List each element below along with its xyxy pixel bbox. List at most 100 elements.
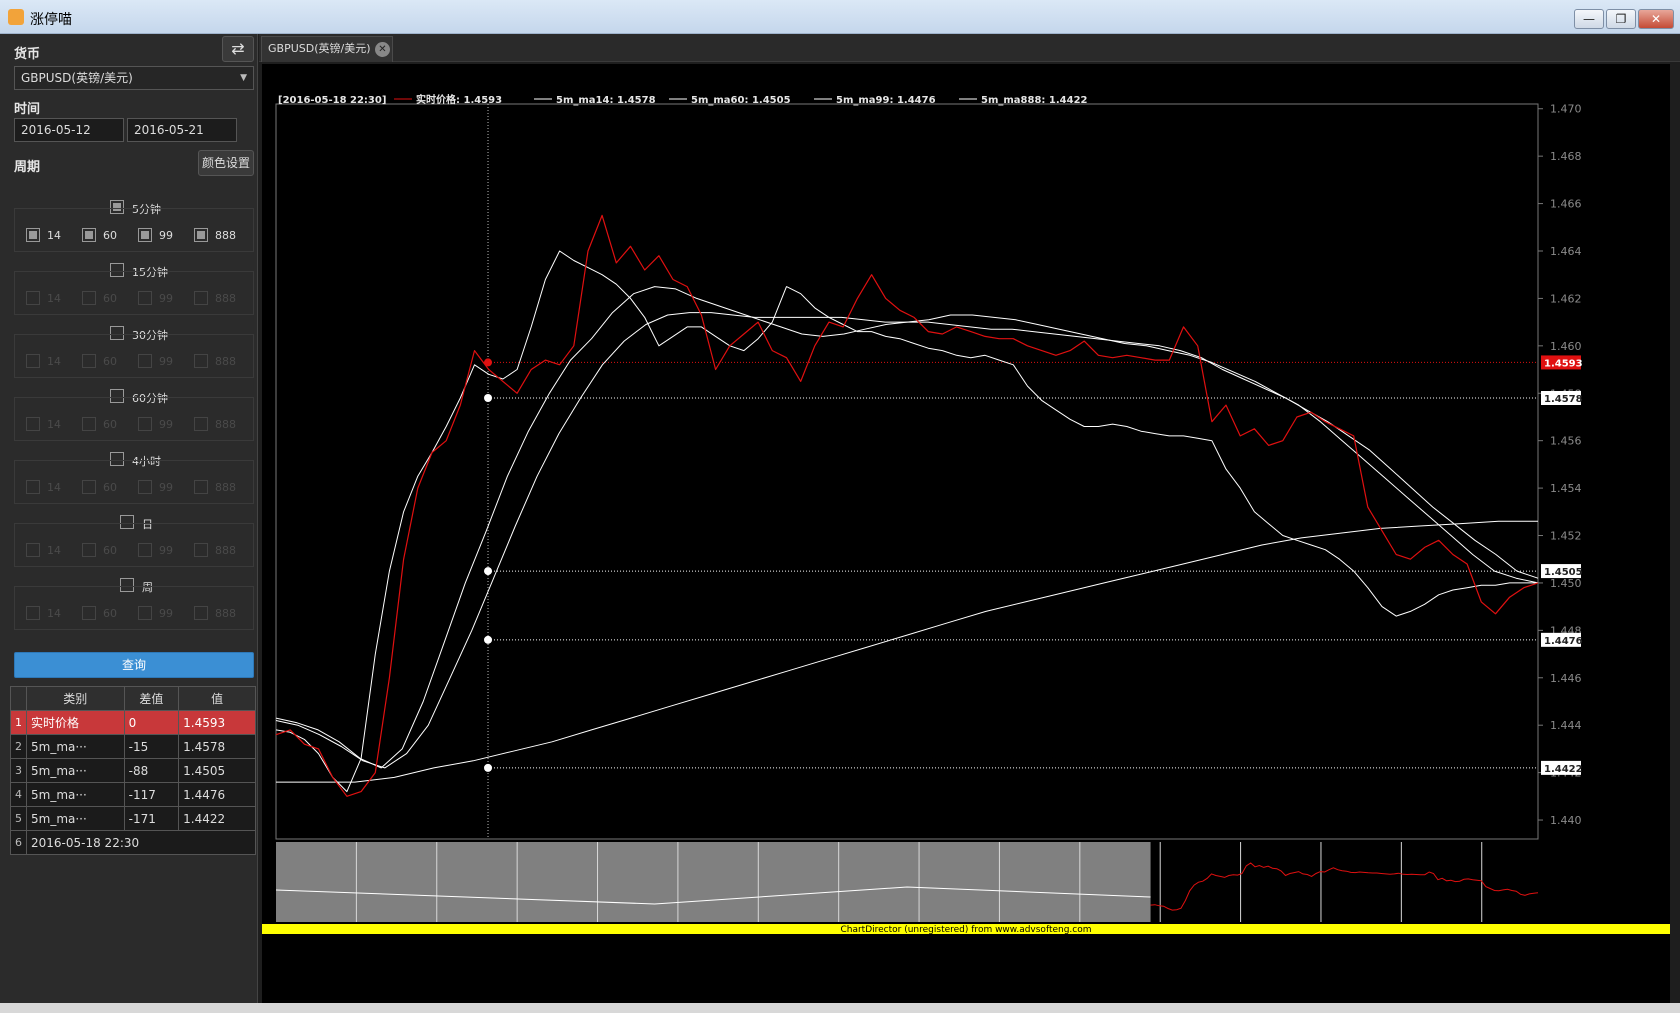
- diff-cell: -88: [123, 758, 180, 783]
- period-group-box: [14, 334, 254, 378]
- period-group-header: 日: [0, 515, 258, 531]
- table-row[interactable]: 3 5m_ma··· -88 1.4505: [10, 758, 256, 783]
- price-chart[interactable]: 1.4701.4681.4661.4641.4621.4601.4581.456…: [262, 64, 1670, 1004]
- legend-entry: 5m_ma14: 1.4578: [556, 95, 656, 106]
- category-cell: 实时价格: [26, 710, 125, 735]
- ma-label: 99: [159, 544, 173, 557]
- currency-select-value: GBPUSD(英镑/美元): [21, 71, 133, 85]
- start-date-field[interactable]: 2016-05-12: [14, 118, 124, 142]
- value-marker: [484, 635, 493, 644]
- ma-checkbox[interactable]: [82, 480, 96, 494]
- period-title: 5分钟: [132, 203, 161, 216]
- ma-checkbox[interactable]: [138, 480, 152, 494]
- table-row-time[interactable]: 6 2016-05-18 22:30: [10, 830, 256, 855]
- y-tick-label: 1.452: [1550, 530, 1582, 543]
- status-strip: [0, 1003, 1680, 1013]
- table-row[interactable]: 4 5m_ma··· -117 1.4476: [10, 782, 256, 807]
- legend-entry: 5m_ma888: 1.4422: [981, 95, 1088, 106]
- ma-label: 60: [103, 607, 117, 620]
- period-group-box: [14, 460, 254, 504]
- ma-checkbox[interactable]: [26, 354, 40, 368]
- ma-checkbox[interactable]: [194, 291, 208, 305]
- period-checkbox[interactable]: [110, 200, 124, 214]
- ma-checkbox[interactable]: [26, 228, 40, 242]
- ma-checkbox[interactable]: [82, 291, 96, 305]
- value-cell: 1.4578: [178, 734, 256, 759]
- ma-checkbox[interactable]: [26, 480, 40, 494]
- y-tick-label: 1.454: [1550, 482, 1582, 495]
- color-settings-button[interactable]: 颜色设置: [198, 150, 254, 176]
- ma-checkbox[interactable]: [82, 417, 96, 431]
- period-group-box: [14, 397, 254, 441]
- close-button[interactable]: ✕: [1638, 9, 1674, 29]
- table-row[interactable]: 1 实时价格 0 1.4593: [10, 710, 256, 735]
- ma-checkbox[interactable]: [138, 228, 152, 242]
- period-checkbox[interactable]: [110, 326, 124, 340]
- value-label: 1.4578: [1544, 394, 1583, 405]
- ma-checkbox[interactable]: [26, 543, 40, 557]
- ma-checkbox[interactable]: [26, 417, 40, 431]
- period-group-header: 60分钟: [0, 389, 258, 405]
- period-label: 周期: [14, 160, 41, 175]
- column-header-category[interactable]: 类别: [26, 686, 125, 711]
- ma-label: 888: [215, 229, 236, 242]
- currency-select[interactable]: GBPUSD(英镑/美元) ▼: [14, 66, 254, 90]
- ma-checkbox[interactable]: [82, 228, 96, 242]
- ma-checkbox[interactable]: [194, 354, 208, 368]
- period-title: 周: [142, 581, 153, 594]
- legend-entry: 5m_ma60: 1.4505: [691, 95, 791, 106]
- chevron-down-icon: ▼: [240, 73, 247, 83]
- column-header-diff[interactable]: 差值: [123, 686, 180, 711]
- ma-checkbox[interactable]: [138, 354, 152, 368]
- period-checkbox[interactable]: [120, 515, 134, 529]
- chart-panel[interactable]: 1.4701.4681.4661.4641.4621.4601.4581.456…: [262, 64, 1670, 1004]
- ma-checkbox[interactable]: [194, 543, 208, 557]
- period-checkbox[interactable]: [110, 389, 124, 403]
- y-tick-label: 1.470: [1550, 103, 1582, 116]
- ma-checkbox[interactable]: [26, 606, 40, 620]
- maximize-button[interactable]: ❐: [1606, 9, 1636, 29]
- ma-checkbox[interactable]: [194, 606, 208, 620]
- ma-checkbox[interactable]: [138, 606, 152, 620]
- table-row[interactable]: 5 5m_ma··· -171 1.4422: [10, 806, 256, 831]
- ma-checkbox[interactable]: [82, 606, 96, 620]
- row-index: 1: [10, 710, 27, 735]
- ma-checkbox[interactable]: [194, 417, 208, 431]
- window-titlebar: 涨停喵 — ❐ ✕: [0, 0, 1680, 34]
- ma-checkbox[interactable]: [82, 354, 96, 368]
- period-checkbox[interactable]: [110, 263, 124, 277]
- minimize-button[interactable]: —: [1574, 9, 1604, 29]
- ma-checkbox[interactable]: [138, 291, 152, 305]
- end-date-field[interactable]: 2016-05-21: [127, 118, 237, 142]
- tab-gbpusd[interactable]: GBPUSD(英镑/美元) ✕: [261, 36, 393, 62]
- value-label: 1.4593: [1544, 358, 1583, 369]
- close-icon[interactable]: ✕: [375, 42, 390, 57]
- ma-label: 99: [159, 355, 173, 368]
- y-tick-label: 1.464: [1550, 245, 1582, 258]
- series-line: [276, 520, 1538, 783]
- ma-label: 14: [47, 544, 61, 557]
- currency-label: 货币: [14, 47, 41, 62]
- value-cell: 1.4476: [178, 782, 256, 807]
- period-title: 日: [142, 518, 153, 531]
- query-button[interactable]: 查询: [14, 652, 254, 678]
- ma-checkbox[interactable]: [138, 543, 152, 557]
- swap-icon[interactable]: ⇄: [222, 36, 254, 62]
- value-cell: 1.4593: [178, 710, 256, 735]
- table-row[interactable]: 2 5m_ma··· -15 1.4578: [10, 734, 256, 759]
- period-checkbox[interactable]: [120, 578, 134, 592]
- series-line: [275, 286, 1539, 769]
- period-checkbox[interactable]: [110, 452, 124, 466]
- column-header-value[interactable]: 值: [178, 686, 256, 711]
- ma-checkbox[interactable]: [82, 543, 96, 557]
- value-label-bg: [1541, 355, 1581, 370]
- value-label: 1.4505: [1544, 567, 1583, 578]
- ma-checkbox[interactable]: [26, 291, 40, 305]
- ma-label: 888: [215, 481, 236, 494]
- ma-label: 99: [159, 229, 173, 242]
- ma-checkbox[interactable]: [138, 417, 152, 431]
- ma-label: 99: [159, 292, 173, 305]
- ma-checkbox[interactable]: [194, 480, 208, 494]
- series-line: [275, 214, 1539, 797]
- ma-checkbox[interactable]: [194, 228, 208, 242]
